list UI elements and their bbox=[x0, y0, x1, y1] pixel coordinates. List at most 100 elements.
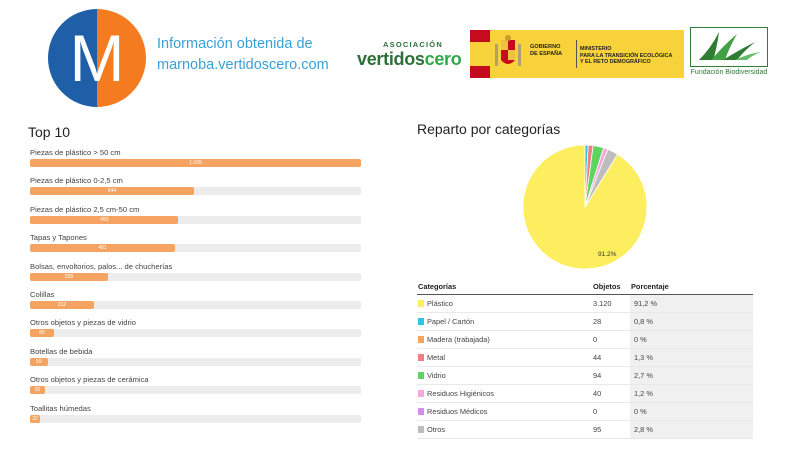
top10-row: Otros objetos y piezas de cerámica 50 bbox=[30, 375, 362, 405]
top10-row: Tapas y Tapones 481 bbox=[30, 233, 362, 263]
top10-bar[interactable] bbox=[30, 329, 55, 338]
category-cell: Papel / Cartón bbox=[417, 312, 592, 331]
gov-text: GOBIERNO DE ESPAÑA bbox=[530, 44, 562, 58]
category-swatch bbox=[418, 389, 424, 397]
category-name: Madera (trabajada) bbox=[427, 334, 490, 344]
category-swatch bbox=[418, 335, 424, 343]
category-cell: Plástico bbox=[417, 294, 592, 313]
vertidoscero-logo: ASOCIACIÓN vertidoscero bbox=[357, 40, 469, 72]
top10-row: Toallitas húmedas 32 bbox=[30, 404, 362, 434]
gov-line-1: GOBIERNO bbox=[530, 44, 561, 50]
fundacion-biodiversidad-logo: Fundación Biodiversidad bbox=[688, 27, 770, 81]
grass-icon bbox=[699, 32, 761, 60]
table-row: Residuos Médicos 0 0 % bbox=[417, 402, 753, 421]
category-pie-chart: 91.2% bbox=[522, 144, 648, 270]
table-body: Plástico 3.120 91,2 % Papel / Cartón 28 0,8 %… bbox=[417, 294, 753, 439]
objects-cell: 40 bbox=[592, 384, 630, 403]
top10-bar-track: 544 bbox=[30, 187, 361, 196]
ministry-line-3: Y EL RETO DEMOGRÁFICO bbox=[580, 59, 651, 66]
top10-row: Piezas de plástico > 50 cm 1.099 bbox=[30, 148, 362, 178]
percentage-cell: 0,8 % bbox=[630, 312, 753, 331]
top10-bar-track: 493 bbox=[30, 215, 361, 224]
table-header-row: Categorías Objetos Porcentaje bbox=[417, 280, 753, 295]
fb-text: Fundación Biodiversidad bbox=[690, 69, 768, 76]
marnoba-logo: M bbox=[48, 9, 146, 107]
objects-cell: 28 bbox=[592, 312, 630, 331]
top10-label: Otros objetos y piezas de vidrio bbox=[30, 318, 136, 328]
percentage-cell: 2,7 % bbox=[630, 366, 753, 385]
vc-word: vertidoscero bbox=[357, 49, 469, 69]
percentage-cell: 0 % bbox=[630, 402, 753, 421]
table-row: Residuos Higiénicos 40 1,2 % bbox=[417, 384, 753, 403]
top10-bar-value: 212 bbox=[57, 302, 67, 308]
top10-bar-value: 50 bbox=[34, 387, 41, 394]
header-categorias: Categorías bbox=[417, 280, 592, 295]
top10-row: Piezas de plástico 0-2,5 cm 544 bbox=[30, 176, 362, 206]
category-name: Plástico bbox=[427, 298, 453, 308]
top10-bar-track: 1.099 bbox=[30, 159, 361, 167]
objects-cell: 44 bbox=[592, 348, 630, 367]
gov-line-2: DE ESPAÑA bbox=[530, 51, 563, 57]
top10-bar-track: 80 bbox=[30, 329, 361, 338]
category-name: Residuos Higiénicos bbox=[427, 388, 494, 398]
top10-bar[interactable] bbox=[30, 244, 175, 253]
top10-label: Piezas de plástico 2,5 cm-50 cm bbox=[30, 204, 140, 214]
top10-label: Otros objetos y piezas de cerámica bbox=[30, 375, 149, 385]
category-swatch bbox=[418, 317, 424, 325]
top10-bar[interactable] bbox=[30, 215, 179, 224]
top10-bar-value: 544 bbox=[107, 188, 117, 195]
objects-cell: 94 bbox=[592, 366, 630, 385]
gov-separator bbox=[576, 40, 577, 68]
top10-bar[interactable] bbox=[30, 357, 48, 366]
percentage-cell: 2,8 % bbox=[630, 420, 753, 439]
table-row: Metal 44 1,3 % bbox=[417, 348, 753, 367]
table-row: Vidrio 94 2,7 % bbox=[417, 366, 753, 385]
top10-bar[interactable] bbox=[30, 159, 361, 167]
top10-bar-value: 80 bbox=[39, 330, 45, 337]
top10-bar-track: 59 bbox=[30, 357, 361, 366]
top10-bar[interactable] bbox=[30, 187, 194, 196]
top10-bar-track: 32 bbox=[30, 414, 361, 423]
vc-word-main: vertidos bbox=[357, 49, 425, 69]
category-name: Residuos Médicos bbox=[427, 406, 488, 416]
category-cell: Residuos Higiénicos bbox=[417, 384, 592, 403]
top10-row: Piezas de plástico 2,5 cm-50 cm 493 bbox=[30, 205, 362, 235]
top10-row: Botellas de bebida 59 bbox=[30, 347, 362, 377]
top10-bar-value: 493 bbox=[100, 216, 109, 223]
top10-bar-value: 1.099 bbox=[189, 160, 202, 166]
pie-title: Reparto por categorías bbox=[417, 121, 561, 137]
category-cell: Vidrio bbox=[417, 366, 592, 385]
top10-bar[interactable] bbox=[30, 272, 108, 281]
top10-row: Colillas 212 bbox=[30, 290, 362, 320]
category-cell: Madera (trabajada) bbox=[417, 330, 592, 349]
objects-cell: 3.120 bbox=[592, 294, 630, 313]
top10-label: Bolsas, envoltorios, palos... de chucher… bbox=[30, 261, 173, 271]
percentage-cell: 91,2 % bbox=[630, 294, 753, 313]
category-name: Otros bbox=[427, 424, 446, 434]
info-line-1: Información obtenida de bbox=[157, 36, 313, 52]
pie-slice-label: 91.2% bbox=[598, 251, 617, 258]
top10-row: Bolsas, envoltorios, palos... de chucher… bbox=[30, 262, 362, 292]
top10-bar[interactable] bbox=[30, 301, 94, 309]
category-cell: Residuos Médicos bbox=[417, 402, 592, 421]
category-swatch bbox=[418, 407, 424, 415]
top10-bar[interactable] bbox=[30, 386, 46, 395]
category-name: Papel / Cartón bbox=[427, 316, 475, 326]
top10-label: Botellas de bebida bbox=[30, 346, 93, 356]
top10-label: Toallitas húmedas bbox=[30, 403, 91, 413]
header-porcentaje: Porcentaje bbox=[630, 280, 753, 295]
info-line-2[interactable]: marnoba.vertidoscero.com bbox=[157, 57, 329, 73]
fb-frame bbox=[690, 27, 768, 67]
top10-bar[interactable] bbox=[30, 414, 40, 423]
pie-slice[interactable] bbox=[584, 148, 619, 208]
coat-of-arms-icon bbox=[495, 35, 521, 66]
table-row: Otros 95 2,8 % bbox=[417, 420, 753, 439]
top10-label: Piezas de plástico 0-2,5 cm bbox=[30, 176, 123, 186]
percentage-cell: 0 % bbox=[630, 330, 753, 349]
top10-bar-value: 32 bbox=[32, 415, 38, 422]
table-row: Papel / Cartón 28 0,8 % bbox=[417, 312, 753, 331]
objects-cell: 0 bbox=[592, 330, 630, 349]
info-source-text: Información obtenida de marnoba.vertidos… bbox=[157, 34, 329, 76]
top10-bar-value: 258 bbox=[64, 273, 74, 280]
top10-bar-value: 59 bbox=[36, 358, 42, 365]
